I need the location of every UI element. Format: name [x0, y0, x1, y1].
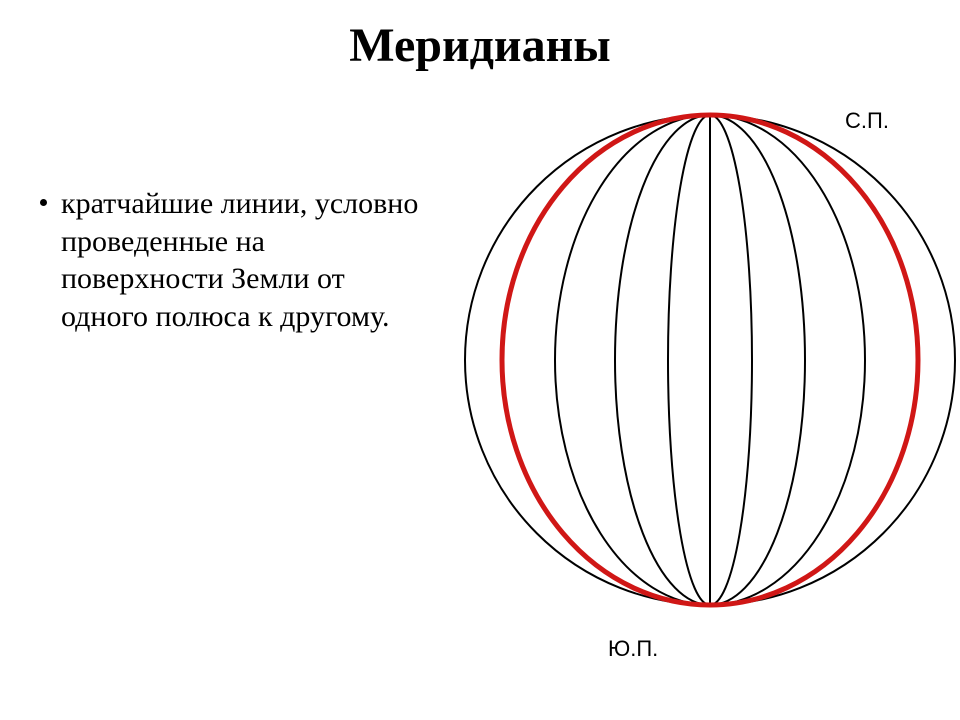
south-pole-label: Ю.П. [608, 636, 658, 662]
globe [465, 115, 955, 605]
meridian-diagram [0, 0, 960, 720]
north-pole-label: С.П. [845, 108, 889, 134]
slide: Меридианы кратчайшие линии, условно пров… [0, 0, 960, 720]
